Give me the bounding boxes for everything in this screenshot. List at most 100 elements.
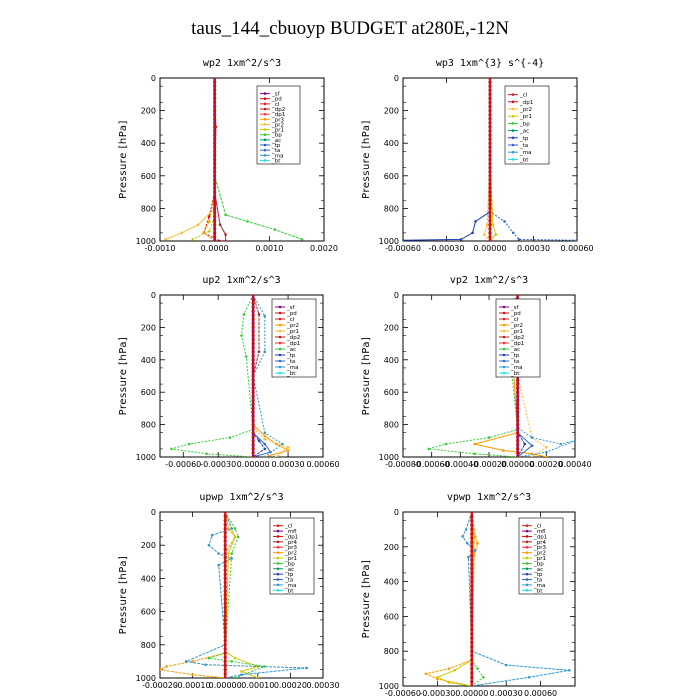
data-point <box>256 676 260 678</box>
data-point <box>474 220 477 223</box>
legend-label: _pr1 <box>519 114 532 120</box>
legend-marker <box>525 551 529 554</box>
y-axis-label: Pressure [hPa] <box>118 337 129 416</box>
data-point <box>545 455 548 457</box>
legend-marker <box>502 371 506 375</box>
y-tick-label: 800 <box>141 421 156 430</box>
profile-marker <box>223 568 227 572</box>
y-tick-label: 0 <box>151 291 156 300</box>
profile-marker <box>213 133 217 137</box>
profile-marker <box>470 536 474 540</box>
data-point <box>467 555 470 559</box>
series-group <box>424 512 571 686</box>
legend-label: _pr3 <box>271 117 285 123</box>
legend-marker <box>511 93 515 96</box>
panel-0: wp2 1xm^2/s^3 Pressure [hPa] 0 200 400 600 800… <box>118 58 338 253</box>
profile-marker <box>251 309 255 313</box>
profile-marker <box>213 202 217 206</box>
profile-marker <box>516 439 520 443</box>
profile-marker <box>488 117 492 121</box>
profile-marker <box>213 190 217 194</box>
profile-marker <box>213 121 217 125</box>
legend-label: _pr4 <box>284 540 298 546</box>
data-point <box>217 563 220 567</box>
x-tick-label: -0.00030 <box>429 244 465 253</box>
data-point <box>263 455 267 457</box>
legend-label: _pr1 <box>510 329 523 335</box>
legend-marker <box>278 365 282 369</box>
profile-marker <box>251 346 255 350</box>
profile-marker <box>488 227 492 231</box>
x-tick-label: 0.0010 <box>255 244 283 253</box>
profile-marker <box>223 614 227 618</box>
series-line-pr1 <box>224 512 260 678</box>
data-point <box>230 527 233 530</box>
x-tick-label: 0.00030 <box>306 681 339 690</box>
profile-marker <box>251 455 255 457</box>
data-point <box>403 238 405 241</box>
legend-marker <box>278 329 282 333</box>
legend-marker <box>502 353 506 357</box>
x-tick-label: 0.00020 <box>274 681 307 690</box>
profile-marker <box>470 623 474 627</box>
profile-marker <box>223 626 227 630</box>
profile-marker <box>223 531 227 535</box>
profile-marker <box>488 223 492 227</box>
legend-label: _ta <box>286 359 295 365</box>
panel-title: upwp 1xm^2/s^3 <box>199 492 283 503</box>
legend-marker <box>511 107 515 111</box>
profile-marker <box>470 671 474 675</box>
legend-marker <box>525 529 529 533</box>
profile-marker <box>470 558 474 562</box>
legend-marker <box>525 567 529 571</box>
data-point <box>244 355 248 358</box>
legend-label: _pr3 <box>533 545 547 551</box>
profile-marker <box>516 427 520 431</box>
profile-marker <box>488 202 492 206</box>
x-tick-label: 0.00060 <box>560 244 593 253</box>
profile-marker <box>470 636 474 640</box>
legend-marker <box>525 524 529 527</box>
profile-marker <box>470 627 474 632</box>
legend-marker <box>263 153 267 157</box>
y-tick-label: 1000 <box>136 237 156 246</box>
data-point <box>230 557 233 560</box>
legend-label: _tp <box>510 353 520 359</box>
profile-marker <box>213 210 217 215</box>
profile-marker <box>213 141 217 145</box>
profile-marker <box>251 317 255 321</box>
data-point <box>224 233 227 236</box>
data-point <box>476 542 479 545</box>
panel-4: upwp 1xm^2/s^3 Pressure [hPa] 0 200 400 600 80… <box>118 492 340 690</box>
data-point <box>511 231 515 235</box>
profile-marker <box>488 231 492 235</box>
series-line-bp <box>208 512 267 678</box>
profile-marker <box>488 133 492 137</box>
profile-marker <box>223 618 227 622</box>
profile-marker <box>223 597 227 601</box>
data-point <box>523 442 527 446</box>
profile-marker <box>223 651 227 655</box>
data-point <box>263 447 267 451</box>
data-point <box>286 449 290 452</box>
data-point <box>197 223 200 226</box>
panel-title: vp2 1xm^2/s^3 <box>450 275 528 286</box>
series-group <box>403 78 577 241</box>
data-point <box>257 439 261 443</box>
profile-marker <box>213 239 217 241</box>
data-point <box>305 666 309 670</box>
legend-label: _bt <box>533 588 543 594</box>
legend-label: _dp1 <box>519 100 533 106</box>
profile-marker <box>223 522 227 527</box>
profile-marker <box>223 647 227 651</box>
legend-label: _ta <box>533 578 542 584</box>
profile-marker <box>470 632 474 636</box>
profile-marker <box>488 88 492 92</box>
profile-marker <box>470 619 474 623</box>
data-point <box>545 446 548 449</box>
data-point <box>286 446 290 449</box>
data-point <box>240 670 243 673</box>
profile-marker <box>223 560 227 564</box>
legend-label: _pd <box>271 97 282 103</box>
profile-marker <box>251 354 255 358</box>
